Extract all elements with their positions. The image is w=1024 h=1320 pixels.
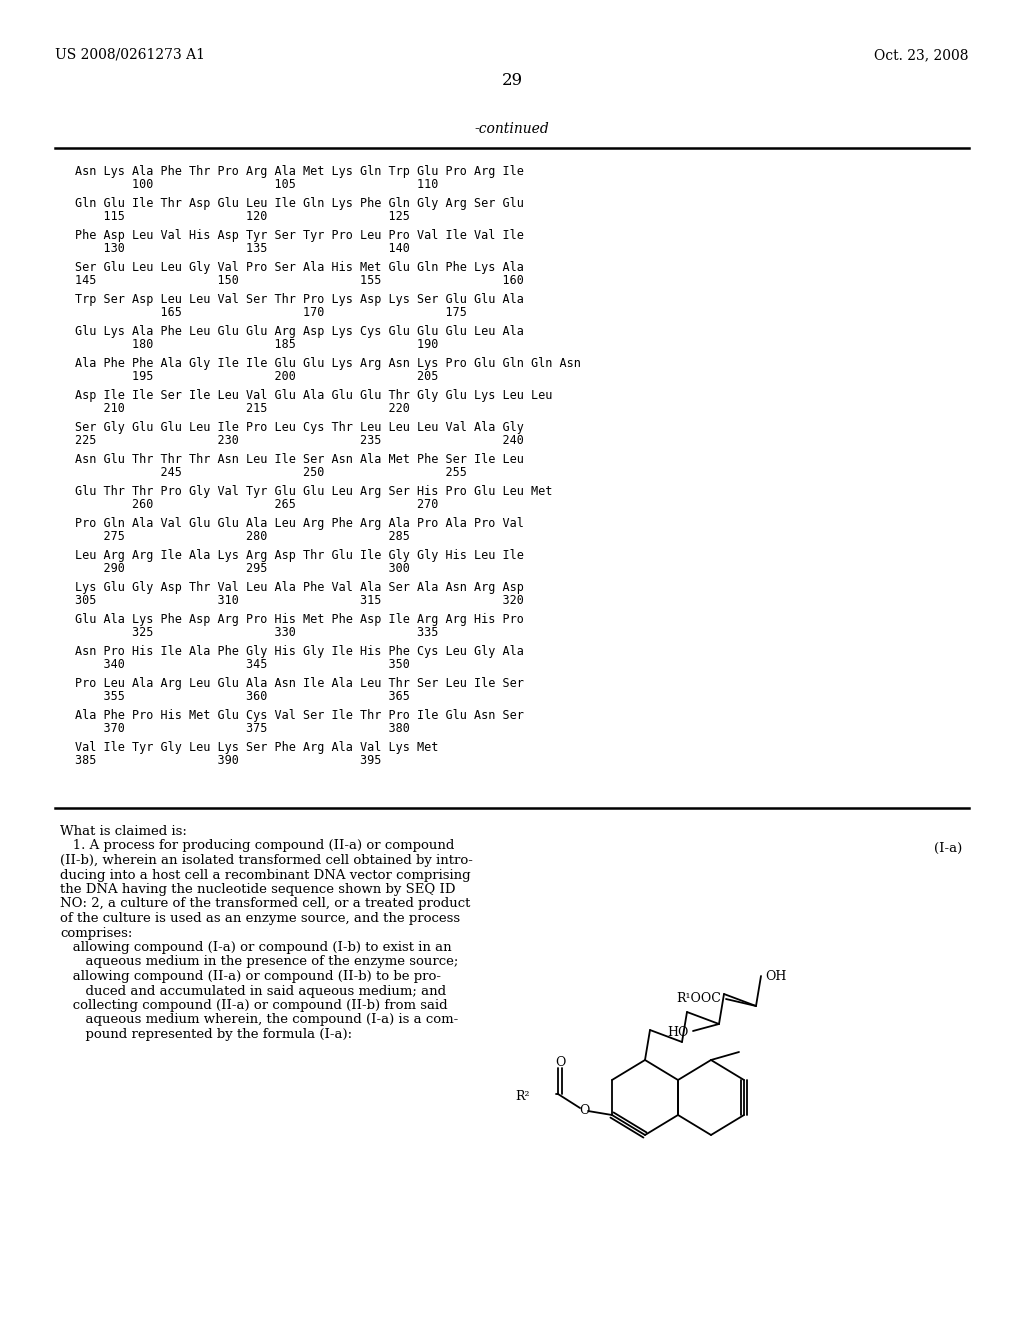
Text: What is claimed is:: What is claimed is: — [60, 825, 186, 838]
Text: 260                 265                 270: 260 265 270 — [75, 498, 438, 511]
Text: 245                 250                 255: 245 250 255 — [75, 466, 467, 479]
Text: R¹OOC: R¹OOC — [676, 991, 721, 1005]
Text: (I-a): (I-a) — [934, 842, 962, 854]
Text: 370                 375                 380: 370 375 380 — [75, 722, 410, 735]
Text: Glu Ala Lys Phe Asp Arg Pro His Met Phe Asp Ile Arg Arg His Pro: Glu Ala Lys Phe Asp Arg Pro His Met Phe … — [75, 612, 524, 626]
Text: 29: 29 — [502, 73, 522, 88]
Text: of the culture is used as an enzyme source, and the process: of the culture is used as an enzyme sour… — [60, 912, 460, 925]
Text: Ala Phe Phe Ala Gly Ile Ile Glu Glu Lys Arg Asn Lys Pro Glu Gln Gln Asn: Ala Phe Phe Ala Gly Ile Ile Glu Glu Lys … — [75, 356, 581, 370]
Text: R²: R² — [515, 1089, 530, 1102]
Text: 290                 295                 300: 290 295 300 — [75, 562, 410, 576]
Text: the DNA having the nucleotide sequence shown by SEQ ID: the DNA having the nucleotide sequence s… — [60, 883, 456, 896]
Text: Oct. 23, 2008: Oct. 23, 2008 — [874, 48, 969, 62]
Text: 1. A process for producing compound (II-a) or compound: 1. A process for producing compound (II-… — [60, 840, 455, 853]
Text: -continued: -continued — [475, 121, 549, 136]
Text: Glu Thr Thr Pro Gly Val Tyr Glu Glu Leu Arg Ser His Pro Glu Leu Met: Glu Thr Thr Pro Gly Val Tyr Glu Glu Leu … — [75, 484, 552, 498]
Text: Ala Phe Pro His Met Glu Cys Val Ser Ile Thr Pro Ile Glu Asn Ser: Ala Phe Pro His Met Glu Cys Val Ser Ile … — [75, 709, 524, 722]
Text: 165                 170                 175: 165 170 175 — [75, 306, 467, 319]
Text: 340                 345                 350: 340 345 350 — [75, 657, 410, 671]
Text: O: O — [579, 1104, 589, 1117]
Text: Gln Glu Ile Thr Asp Glu Leu Ile Gln Lys Phe Gln Gly Arg Ser Glu: Gln Glu Ile Thr Asp Glu Leu Ile Gln Lys … — [75, 197, 524, 210]
Text: Trp Ser Asp Leu Leu Val Ser Thr Pro Lys Asp Lys Ser Glu Glu Ala: Trp Ser Asp Leu Leu Val Ser Thr Pro Lys … — [75, 293, 524, 306]
Text: allowing compound (II-a) or compound (II-b) to be pro-: allowing compound (II-a) or compound (II… — [60, 970, 441, 983]
Text: aqueous medium in the presence of the enzyme source;: aqueous medium in the presence of the en… — [60, 956, 459, 969]
Text: Asn Pro His Ile Ala Phe Gly His Gly Ile His Phe Cys Leu Gly Ala: Asn Pro His Ile Ala Phe Gly His Gly Ile … — [75, 645, 524, 657]
Text: Pro Leu Ala Arg Leu Glu Ala Asn Ile Ala Leu Thr Ser Leu Ile Ser: Pro Leu Ala Arg Leu Glu Ala Asn Ile Ala … — [75, 677, 524, 690]
Text: 180                 185                 190: 180 185 190 — [75, 338, 438, 351]
Text: 385                 390                 395: 385 390 395 — [75, 754, 381, 767]
Text: Asn Lys Ala Phe Thr Pro Arg Ala Met Lys Gln Trp Glu Pro Arg Ile: Asn Lys Ala Phe Thr Pro Arg Ala Met Lys … — [75, 165, 524, 178]
Text: Pro Gln Ala Val Glu Glu Ala Leu Arg Phe Arg Ala Pro Ala Pro Val: Pro Gln Ala Val Glu Glu Ala Leu Arg Phe … — [75, 517, 524, 531]
Text: Lys Glu Gly Asp Thr Val Leu Ala Phe Val Ala Ser Ala Asn Arg Asp: Lys Glu Gly Asp Thr Val Leu Ala Phe Val … — [75, 581, 524, 594]
Text: Glu Lys Ala Phe Leu Glu Glu Arg Asp Lys Cys Glu Glu Glu Leu Ala: Glu Lys Ala Phe Leu Glu Glu Arg Asp Lys … — [75, 325, 524, 338]
Text: 195                 200                 205: 195 200 205 — [75, 370, 438, 383]
Text: 305                 310                 315                 320: 305 310 315 320 — [75, 594, 524, 607]
Text: (II-b), wherein an isolated transformed cell obtained by intro-: (II-b), wherein an isolated transformed … — [60, 854, 473, 867]
Text: 225                 230                 235                 240: 225 230 235 240 — [75, 434, 524, 447]
Text: Ser Gly Glu Glu Leu Ile Pro Leu Cys Thr Leu Leu Leu Val Ala Gly: Ser Gly Glu Glu Leu Ile Pro Leu Cys Thr … — [75, 421, 524, 434]
Text: NO: 2, a culture of the transformed cell, or a treated product: NO: 2, a culture of the transformed cell… — [60, 898, 470, 911]
Text: pound represented by the formula (I-a):: pound represented by the formula (I-a): — [60, 1028, 352, 1041]
Text: 100                 105                 110: 100 105 110 — [75, 178, 438, 191]
Text: 355                 360                 365: 355 360 365 — [75, 690, 410, 704]
Text: Ser Glu Leu Leu Gly Val Pro Ser Ala His Met Glu Gln Phe Lys Ala: Ser Glu Leu Leu Gly Val Pro Ser Ala His … — [75, 261, 524, 275]
Text: collecting compound (II-a) or compound (II-b) from said: collecting compound (II-a) or compound (… — [60, 999, 447, 1012]
Text: O: O — [555, 1056, 565, 1069]
Text: HO: HO — [668, 1026, 689, 1039]
Text: Asp Ile Ile Ser Ile Leu Val Glu Ala Glu Glu Thr Gly Glu Lys Leu Leu: Asp Ile Ile Ser Ile Leu Val Glu Ala Glu … — [75, 389, 552, 403]
Text: 115                 120                 125: 115 120 125 — [75, 210, 410, 223]
Text: 275                 280                 285: 275 280 285 — [75, 531, 410, 543]
Text: ducing into a host cell a recombinant DNA vector comprising: ducing into a host cell a recombinant DN… — [60, 869, 471, 882]
Text: 145                 150                 155                 160: 145 150 155 160 — [75, 275, 524, 286]
Text: OH: OH — [765, 969, 786, 982]
Text: Asn Glu Thr Thr Thr Asn Leu Ile Ser Asn Ala Met Phe Ser Ile Leu: Asn Glu Thr Thr Thr Asn Leu Ile Ser Asn … — [75, 453, 524, 466]
Text: Phe Asp Leu Val His Asp Tyr Ser Tyr Pro Leu Pro Val Ile Val Ile: Phe Asp Leu Val His Asp Tyr Ser Tyr Pro … — [75, 228, 524, 242]
Text: Val Ile Tyr Gly Leu Lys Ser Phe Arg Ala Val Lys Met: Val Ile Tyr Gly Leu Lys Ser Phe Arg Ala … — [75, 741, 438, 754]
Text: aqueous medium wherein, the compound (I-a) is a com-: aqueous medium wherein, the compound (I-… — [60, 1014, 459, 1027]
Text: 210                 215                 220: 210 215 220 — [75, 403, 410, 414]
Text: 325                 330                 335: 325 330 335 — [75, 626, 438, 639]
Text: allowing compound (I-a) or compound (I-b) to exist in an: allowing compound (I-a) or compound (I-b… — [60, 941, 452, 954]
Text: Leu Arg Arg Ile Ala Lys Arg Asp Thr Glu Ile Gly Gly His Leu Ile: Leu Arg Arg Ile Ala Lys Arg Asp Thr Glu … — [75, 549, 524, 562]
Text: US 2008/0261273 A1: US 2008/0261273 A1 — [55, 48, 205, 62]
Text: 130                 135                 140: 130 135 140 — [75, 242, 410, 255]
Text: duced and accumulated in said aqueous medium; and: duced and accumulated in said aqueous me… — [60, 985, 446, 998]
Text: comprises:: comprises: — [60, 927, 132, 940]
